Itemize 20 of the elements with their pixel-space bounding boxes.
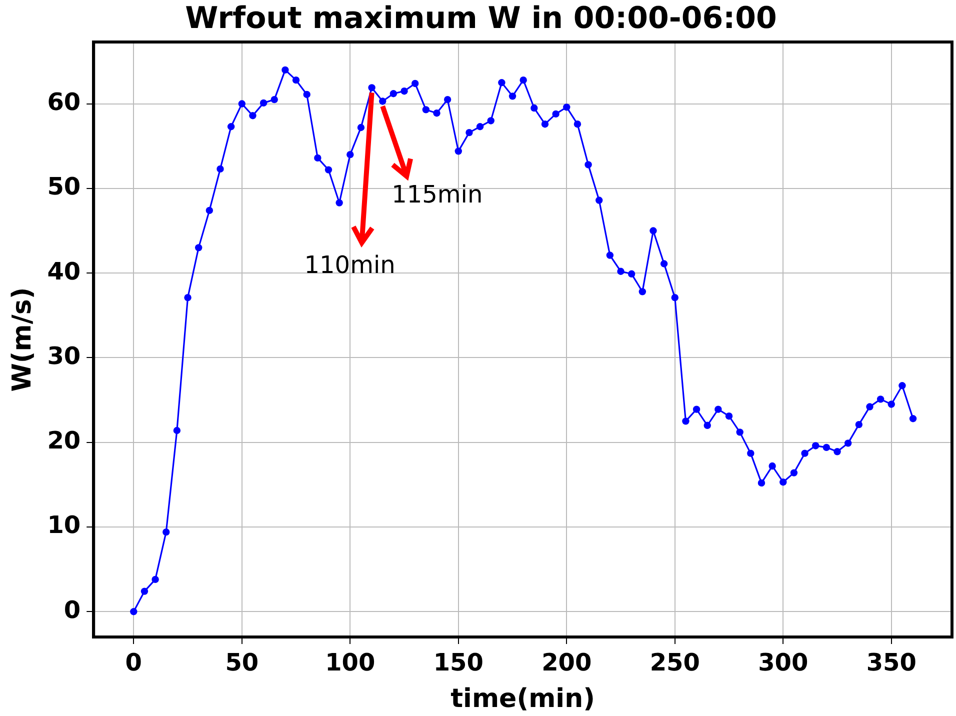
x-tick-label: 150 bbox=[433, 648, 484, 677]
y-tick-label: 30 bbox=[47, 342, 81, 370]
y-tick-label: 10 bbox=[47, 511, 81, 540]
x-tick-label: 250 bbox=[650, 648, 700, 677]
x-tick-label: 200 bbox=[542, 648, 592, 677]
x-tick-label: 100 bbox=[325, 648, 376, 677]
x-tick-label: 0 bbox=[125, 648, 142, 677]
annotation: 115min bbox=[392, 180, 483, 208]
y-tick-label: 50 bbox=[47, 172, 81, 201]
y-tick-label: 20 bbox=[47, 426, 81, 455]
x-axis-title: time(min) bbox=[450, 684, 595, 714]
y-axis-title: W(m/s) bbox=[7, 287, 38, 392]
y-tick-label: 0 bbox=[64, 596, 81, 624]
annotation: 110min bbox=[304, 250, 396, 279]
x-tick-label: 350 bbox=[866, 648, 916, 677]
y-tick-label: 60 bbox=[47, 88, 81, 116]
x-tick-label: 50 bbox=[225, 648, 259, 677]
x-tick-label: 300 bbox=[758, 648, 808, 677]
y-tick-label: 40 bbox=[47, 257, 81, 286]
chart-title: Wrfout maximum W in 00:00-06:00 bbox=[185, 0, 777, 36]
